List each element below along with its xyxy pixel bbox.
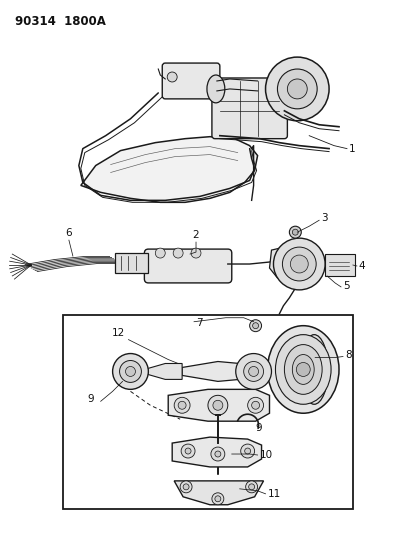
- Polygon shape: [168, 389, 269, 421]
- Circle shape: [289, 226, 301, 238]
- Ellipse shape: [267, 326, 339, 413]
- Polygon shape: [269, 244, 323, 282]
- Circle shape: [208, 395, 228, 415]
- FancyBboxPatch shape: [162, 63, 220, 99]
- Circle shape: [119, 360, 141, 382]
- Circle shape: [265, 57, 329, 121]
- FancyBboxPatch shape: [212, 78, 287, 139]
- Circle shape: [155, 248, 165, 258]
- Circle shape: [181, 444, 195, 458]
- Polygon shape: [174, 481, 263, 505]
- Circle shape: [291, 255, 308, 273]
- Circle shape: [178, 401, 186, 409]
- Text: 11: 11: [267, 489, 281, 499]
- Circle shape: [249, 484, 255, 490]
- Circle shape: [244, 361, 263, 382]
- Ellipse shape: [275, 335, 331, 404]
- Polygon shape: [182, 361, 244, 382]
- Circle shape: [283, 247, 316, 281]
- Ellipse shape: [293, 354, 314, 384]
- Polygon shape: [144, 364, 182, 379]
- Circle shape: [212, 493, 224, 505]
- Circle shape: [250, 320, 261, 332]
- Circle shape: [273, 238, 325, 290]
- Circle shape: [215, 496, 221, 502]
- Circle shape: [293, 229, 298, 235]
- Circle shape: [191, 248, 201, 258]
- Text: 9: 9: [88, 394, 94, 405]
- Circle shape: [125, 367, 135, 376]
- Circle shape: [241, 444, 255, 458]
- Circle shape: [211, 447, 225, 461]
- Circle shape: [297, 362, 310, 376]
- Polygon shape: [172, 437, 261, 467]
- Circle shape: [173, 248, 183, 258]
- Text: 12: 12: [112, 328, 125, 337]
- Polygon shape: [81, 136, 258, 203]
- Circle shape: [287, 79, 307, 99]
- Bar: [63, 315, 353, 508]
- Circle shape: [215, 451, 221, 457]
- Text: 3: 3: [321, 213, 328, 223]
- Text: 4: 4: [359, 261, 365, 271]
- Circle shape: [277, 69, 317, 109]
- Text: 2: 2: [193, 230, 199, 240]
- Text: 9: 9: [256, 423, 262, 433]
- Circle shape: [113, 353, 148, 389]
- Circle shape: [245, 448, 251, 454]
- Circle shape: [180, 481, 192, 493]
- FancyBboxPatch shape: [325, 254, 355, 276]
- Circle shape: [167, 72, 177, 82]
- Text: 8: 8: [345, 350, 351, 360]
- Text: 5: 5: [343, 281, 349, 291]
- Ellipse shape: [300, 335, 328, 404]
- Circle shape: [185, 448, 191, 454]
- FancyBboxPatch shape: [144, 249, 232, 283]
- Circle shape: [246, 481, 258, 493]
- Circle shape: [213, 400, 223, 410]
- Text: 1: 1: [349, 143, 355, 154]
- FancyBboxPatch shape: [115, 253, 148, 273]
- Circle shape: [249, 367, 259, 376]
- Text: 7: 7: [196, 318, 203, 328]
- Circle shape: [174, 397, 190, 413]
- Ellipse shape: [285, 345, 322, 394]
- Text: 10: 10: [259, 450, 273, 460]
- Ellipse shape: [207, 75, 225, 103]
- Circle shape: [253, 322, 259, 329]
- Circle shape: [236, 353, 271, 389]
- Text: 90314  1800A: 90314 1800A: [15, 15, 106, 28]
- Circle shape: [183, 484, 189, 490]
- Circle shape: [252, 401, 259, 409]
- Text: 6: 6: [66, 228, 72, 238]
- Circle shape: [248, 397, 263, 413]
